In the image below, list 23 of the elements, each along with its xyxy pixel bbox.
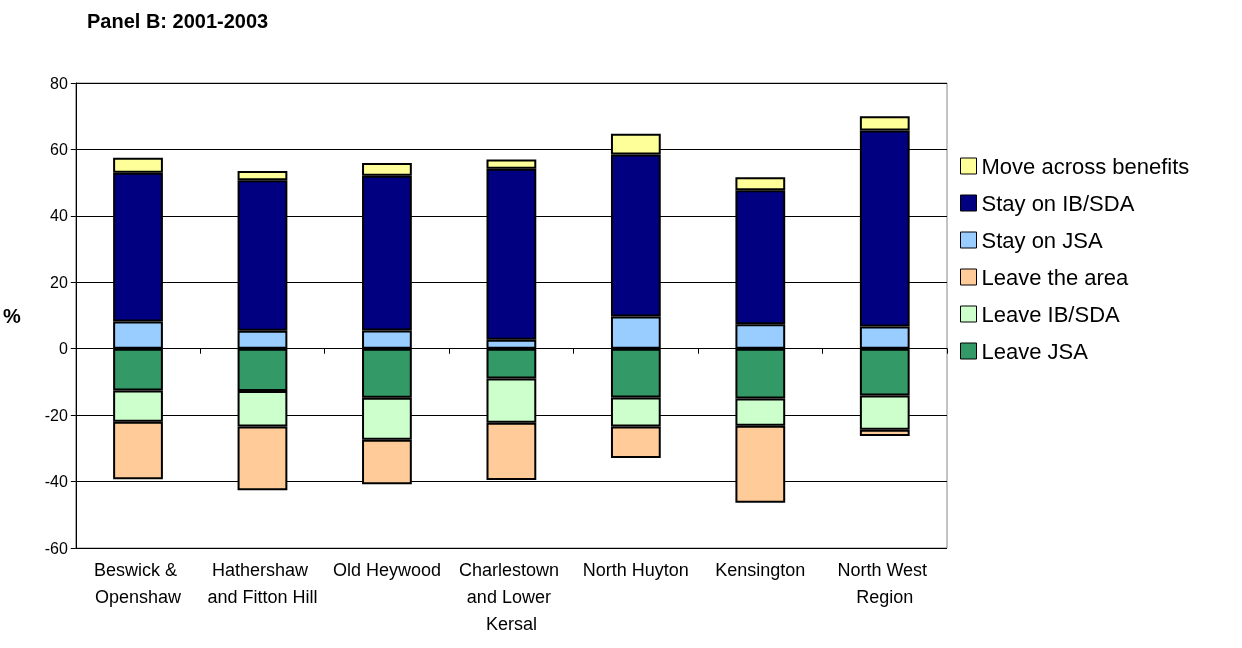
chart-title: Panel B: 2001-2003	[87, 10, 269, 32]
x-tick-label: North Huyton	[582, 559, 689, 580]
legend-label: Leave JSA	[981, 338, 1089, 364]
legend-label: Leave IB/SDA	[981, 301, 1121, 327]
y-tick-label: -20	[44, 406, 68, 424]
x-tick-label: Charlestown and Lower Kersal	[458, 559, 564, 634]
legend-label: Leave the area	[981, 264, 1130, 290]
y-tick-label: -60	[44, 539, 68, 557]
legend-label: Stay on IB/SDA	[981, 190, 1135, 216]
x-tick-label: North West Region	[837, 559, 933, 607]
legend-label: Stay on JSA	[981, 227, 1103, 253]
y-tick-label: 0	[58, 340, 68, 358]
y-tick-label: 80	[49, 74, 68, 92]
x-tick-label: Old Heywood	[332, 559, 441, 580]
y-tick-label: 40	[49, 207, 68, 225]
x-tick-label: Hathershaw and Fitton Hill	[207, 559, 318, 607]
x-tick-label: Beswick & Openshaw	[94, 559, 183, 607]
y-axis-title: %	[2, 304, 21, 327]
legend-label: Move across benefits	[981, 153, 1190, 179]
x-tick-label: Kensington	[715, 559, 806, 580]
y-tick-label: 60	[49, 140, 68, 158]
y-tick-label: 20	[49, 273, 68, 291]
y-tick-label: -40	[44, 473, 68, 491]
